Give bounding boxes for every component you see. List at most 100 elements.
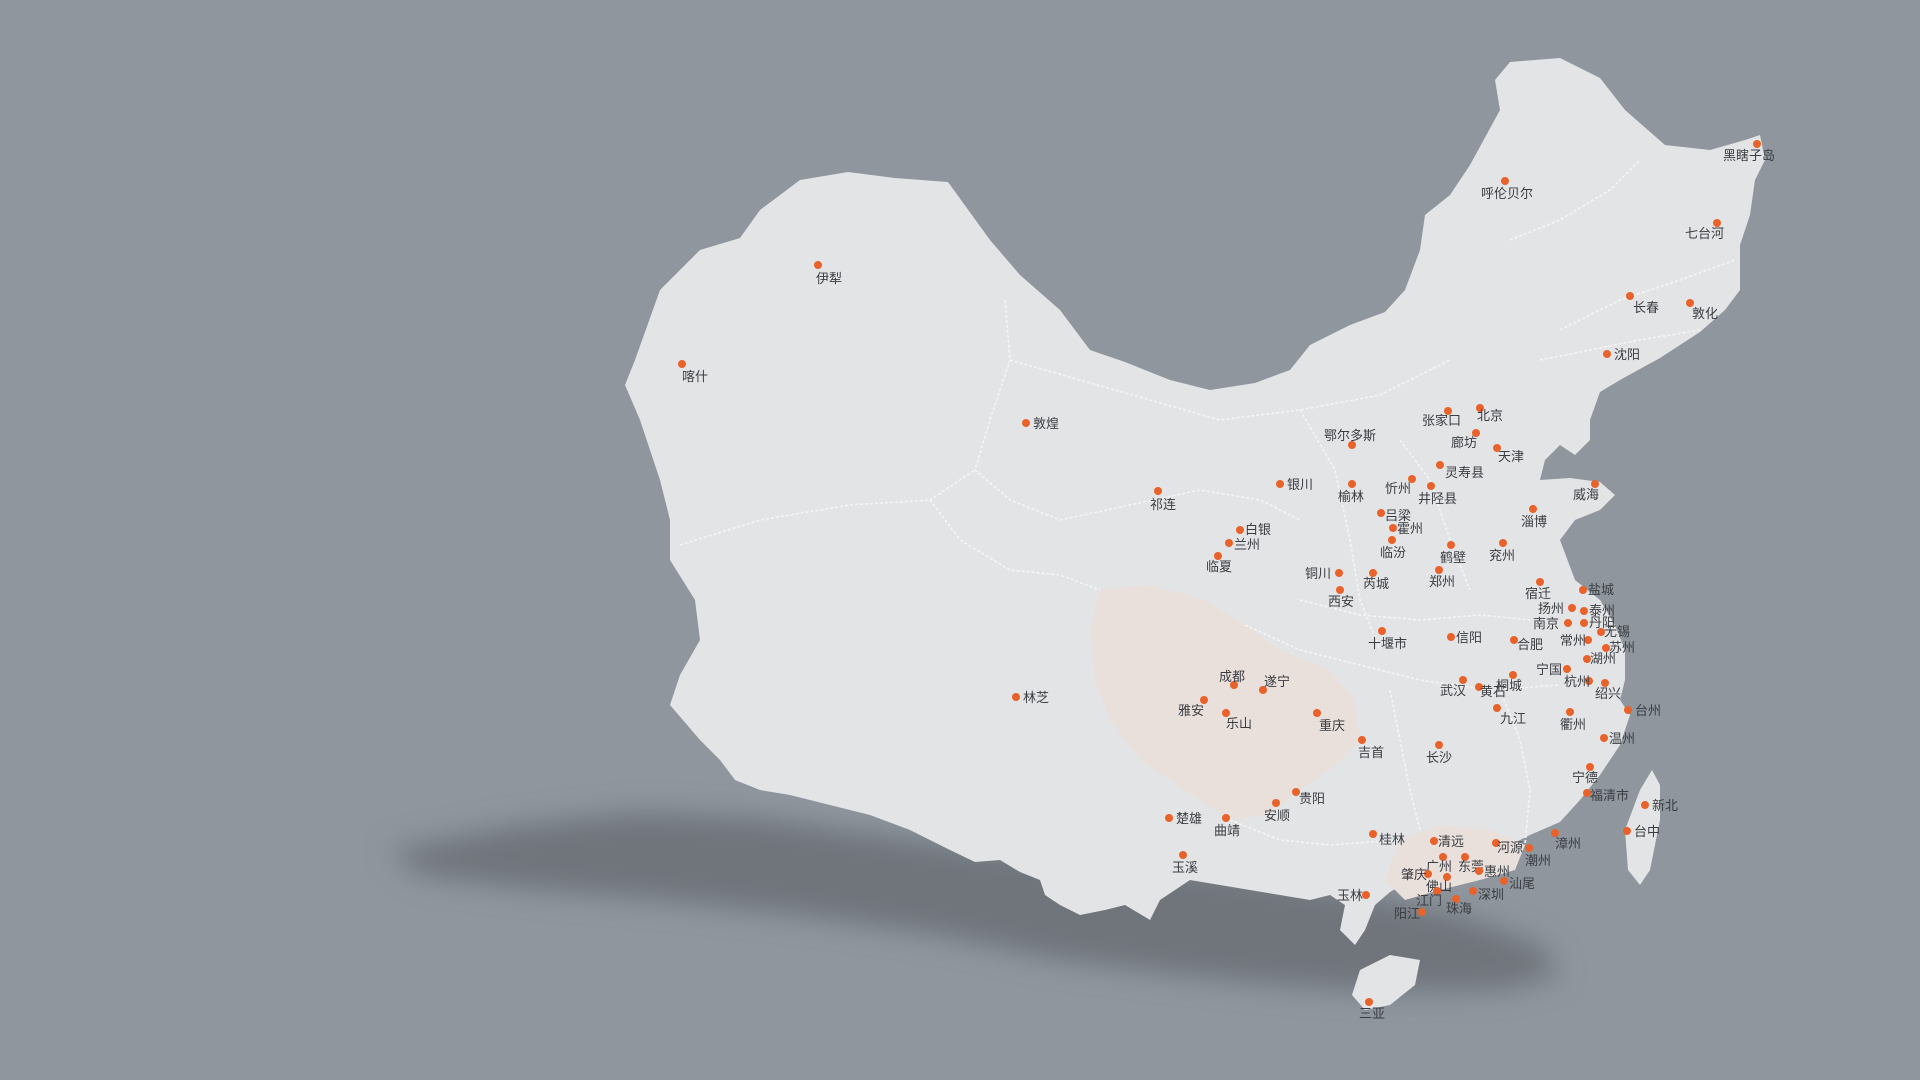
city-marker[interactable]: 玉林 bbox=[1337, 889, 1370, 904]
city-dot[interactable] bbox=[1336, 586, 1344, 594]
city-dot[interactable] bbox=[1225, 539, 1233, 547]
city-marker[interactable]: 温州 bbox=[1600, 732, 1635, 747]
city-marker[interactable]: 深圳 bbox=[1469, 887, 1504, 903]
city-dot[interactable] bbox=[1584, 636, 1592, 644]
city-marker[interactable]: 兰州 bbox=[1225, 538, 1260, 553]
city-dot[interactable] bbox=[1433, 887, 1441, 895]
city-marker[interactable]: 珠海 bbox=[1446, 895, 1472, 917]
city-marker[interactable]: 苏州 bbox=[1602, 640, 1635, 656]
city-marker[interactable]: 常州 bbox=[1560, 634, 1592, 649]
city-marker[interactable]: 郑州 bbox=[1429, 566, 1455, 590]
city-dot[interactable] bbox=[1536, 578, 1544, 586]
city-dot[interactable] bbox=[1418, 908, 1426, 916]
city-dot[interactable] bbox=[1585, 677, 1593, 685]
city-dot[interactable] bbox=[1602, 644, 1610, 652]
city-marker[interactable]: 吕梁 bbox=[1377, 509, 1411, 524]
city-dot[interactable] bbox=[1603, 350, 1611, 358]
city-dot[interactable] bbox=[1499, 539, 1507, 547]
city-dot[interactable] bbox=[1525, 844, 1533, 852]
city-marker[interactable]: 长春 bbox=[1626, 292, 1659, 316]
city-dot[interactable] bbox=[1259, 686, 1267, 694]
city-dot[interactable] bbox=[1222, 709, 1230, 717]
city-marker[interactable]: 芮城 bbox=[1363, 569, 1389, 592]
city-marker[interactable]: 黑瞎子岛 bbox=[1723, 140, 1775, 164]
city-marker[interactable]: 忻州 bbox=[1385, 475, 1416, 497]
city-dot[interactable] bbox=[1529, 505, 1537, 513]
city-dot[interactable] bbox=[1388, 536, 1396, 544]
city-dot[interactable] bbox=[1365, 998, 1373, 1006]
city-marker[interactable]: 敦煌 bbox=[1022, 416, 1059, 432]
city-marker[interactable]: 遂宁 bbox=[1259, 674, 1290, 694]
city-dot[interactable] bbox=[1472, 429, 1480, 437]
city-dot[interactable] bbox=[1447, 633, 1455, 641]
city-dot[interactable] bbox=[1335, 569, 1343, 577]
city-dot[interactable] bbox=[814, 261, 822, 269]
city-marker[interactable]: 西安 bbox=[1328, 586, 1354, 610]
city-marker[interactable]: 安顺 bbox=[1264, 799, 1290, 824]
city-marker[interactable]: 绍兴 bbox=[1595, 679, 1621, 702]
city-marker[interactable]: 祁连 bbox=[1150, 487, 1176, 513]
city-marker[interactable]: 新北 bbox=[1641, 798, 1678, 814]
city-marker[interactable]: 三亚 bbox=[1359, 998, 1385, 1022]
city-dot[interactable] bbox=[1568, 604, 1576, 612]
city-dot[interactable] bbox=[1623, 827, 1631, 835]
city-dot[interactable] bbox=[1563, 665, 1571, 673]
city-dot[interactable] bbox=[1713, 219, 1721, 227]
city-marker[interactable]: 天津 bbox=[1493, 444, 1524, 465]
city-marker[interactable]: 阳江 bbox=[1394, 907, 1426, 922]
city-dot[interactable] bbox=[1493, 444, 1501, 452]
city-marker[interactable]: 河源 bbox=[1492, 839, 1523, 856]
city-dot[interactable] bbox=[1427, 482, 1435, 490]
city-dot[interactable] bbox=[1236, 526, 1244, 534]
city-marker[interactable]: 惠州 bbox=[1475, 865, 1510, 880]
city-dot[interactable] bbox=[1551, 829, 1559, 837]
city-dot[interactable] bbox=[1579, 586, 1587, 594]
city-marker[interactable]: 湖州 bbox=[1583, 652, 1616, 667]
city-dot[interactable] bbox=[1566, 708, 1574, 716]
city-dot[interactable] bbox=[1377, 509, 1385, 517]
city-marker[interactable]: 成都 bbox=[1219, 670, 1245, 689]
city-dot[interactable] bbox=[1583, 789, 1591, 797]
city-marker[interactable]: 鹤壁 bbox=[1440, 541, 1466, 566]
city-marker[interactable]: 佛山 bbox=[1426, 873, 1452, 895]
city-dot[interactable] bbox=[1476, 404, 1484, 412]
city-dot[interactable] bbox=[1461, 853, 1469, 861]
city-dot[interactable] bbox=[1641, 801, 1649, 809]
city-marker[interactable]: 漳州 bbox=[1551, 829, 1581, 852]
city-marker[interactable]: 十堰市 bbox=[1368, 627, 1407, 652]
city-dot[interactable] bbox=[1591, 480, 1599, 488]
city-marker[interactable]: 榆林 bbox=[1338, 480, 1364, 505]
city-dot[interactable] bbox=[1469, 887, 1477, 895]
city-marker[interactable]: 霍州 bbox=[1389, 522, 1423, 537]
city-marker[interactable]: 廊坊 bbox=[1451, 429, 1480, 451]
city-dot[interactable] bbox=[1214, 552, 1222, 560]
city-marker[interactable]: 乐山 bbox=[1222, 709, 1252, 732]
city-marker[interactable]: 林芝 bbox=[1012, 690, 1049, 706]
city-dot[interactable] bbox=[1492, 839, 1500, 847]
city-marker[interactable]: 银川 bbox=[1276, 478, 1313, 493]
city-marker[interactable]: 玉溪 bbox=[1172, 851, 1198, 876]
city-dot[interactable] bbox=[1362, 891, 1370, 899]
city-dot[interactable] bbox=[1580, 619, 1588, 627]
city-dot[interactable] bbox=[1165, 814, 1173, 822]
city-marker[interactable]: 临汾 bbox=[1380, 536, 1406, 561]
city-dot[interactable] bbox=[1444, 407, 1452, 415]
city-dot[interactable] bbox=[1276, 480, 1284, 488]
city-marker[interactable]: 伊犁 bbox=[814, 261, 842, 287]
city-dot[interactable] bbox=[1436, 461, 1444, 469]
city-marker[interactable]: 广州 bbox=[1426, 853, 1452, 875]
city-marker[interactable]: 鄂尔多斯 bbox=[1324, 428, 1376, 449]
city-marker[interactable]: 雅安 bbox=[1178, 696, 1208, 719]
city-marker[interactable]: 泰州 bbox=[1580, 604, 1615, 619]
city-marker[interactable]: 江门 bbox=[1416, 887, 1442, 909]
city-marker[interactable]: 桂林 bbox=[1369, 830, 1405, 848]
city-marker[interactable]: 威海 bbox=[1573, 480, 1599, 503]
city-dot[interactable] bbox=[1475, 683, 1483, 691]
city-dot[interactable] bbox=[1424, 870, 1432, 878]
city-marker[interactable]: 九江 bbox=[1493, 704, 1526, 727]
city-dot[interactable] bbox=[1292, 788, 1300, 796]
city-dot[interactable] bbox=[1022, 419, 1030, 427]
city-dot[interactable] bbox=[1369, 830, 1377, 838]
city-dot[interactable] bbox=[1272, 799, 1280, 807]
city-marker[interactable]: 宁德 bbox=[1572, 763, 1598, 786]
